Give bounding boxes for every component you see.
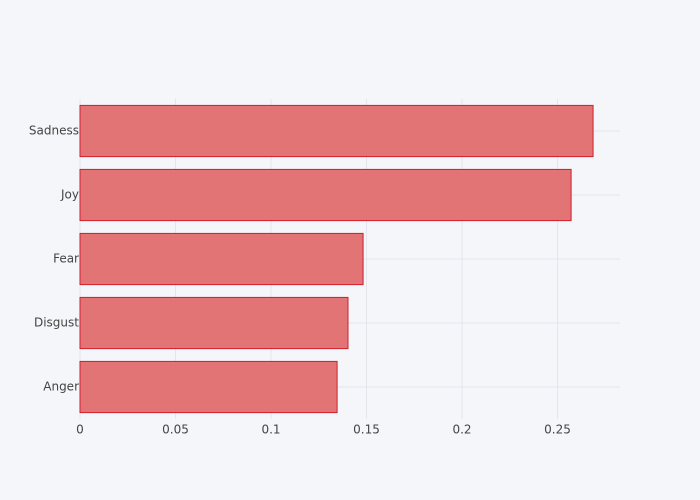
x-tick-label: 0.1	[261, 423, 280, 437]
x-tick-label: 0.05	[162, 423, 189, 437]
bar	[79, 360, 338, 414]
x-tick-label: 0.2	[452, 423, 471, 437]
x-tick-label: 0.15	[353, 423, 380, 437]
y-tick-label: Joy	[60, 188, 79, 202]
y-tick-label: Sadness	[29, 124, 79, 138]
bar	[79, 168, 572, 222]
y-tick-label: Disgust	[34, 316, 79, 330]
y-tick-label: Anger	[43, 380, 79, 394]
bar	[79, 232, 364, 286]
y-tick-label: Fear	[53, 252, 79, 266]
x-tick-label: 0.25	[544, 423, 571, 437]
bar	[79, 296, 349, 350]
x-tick-label: 0	[76, 423, 84, 437]
bar	[79, 104, 594, 158]
